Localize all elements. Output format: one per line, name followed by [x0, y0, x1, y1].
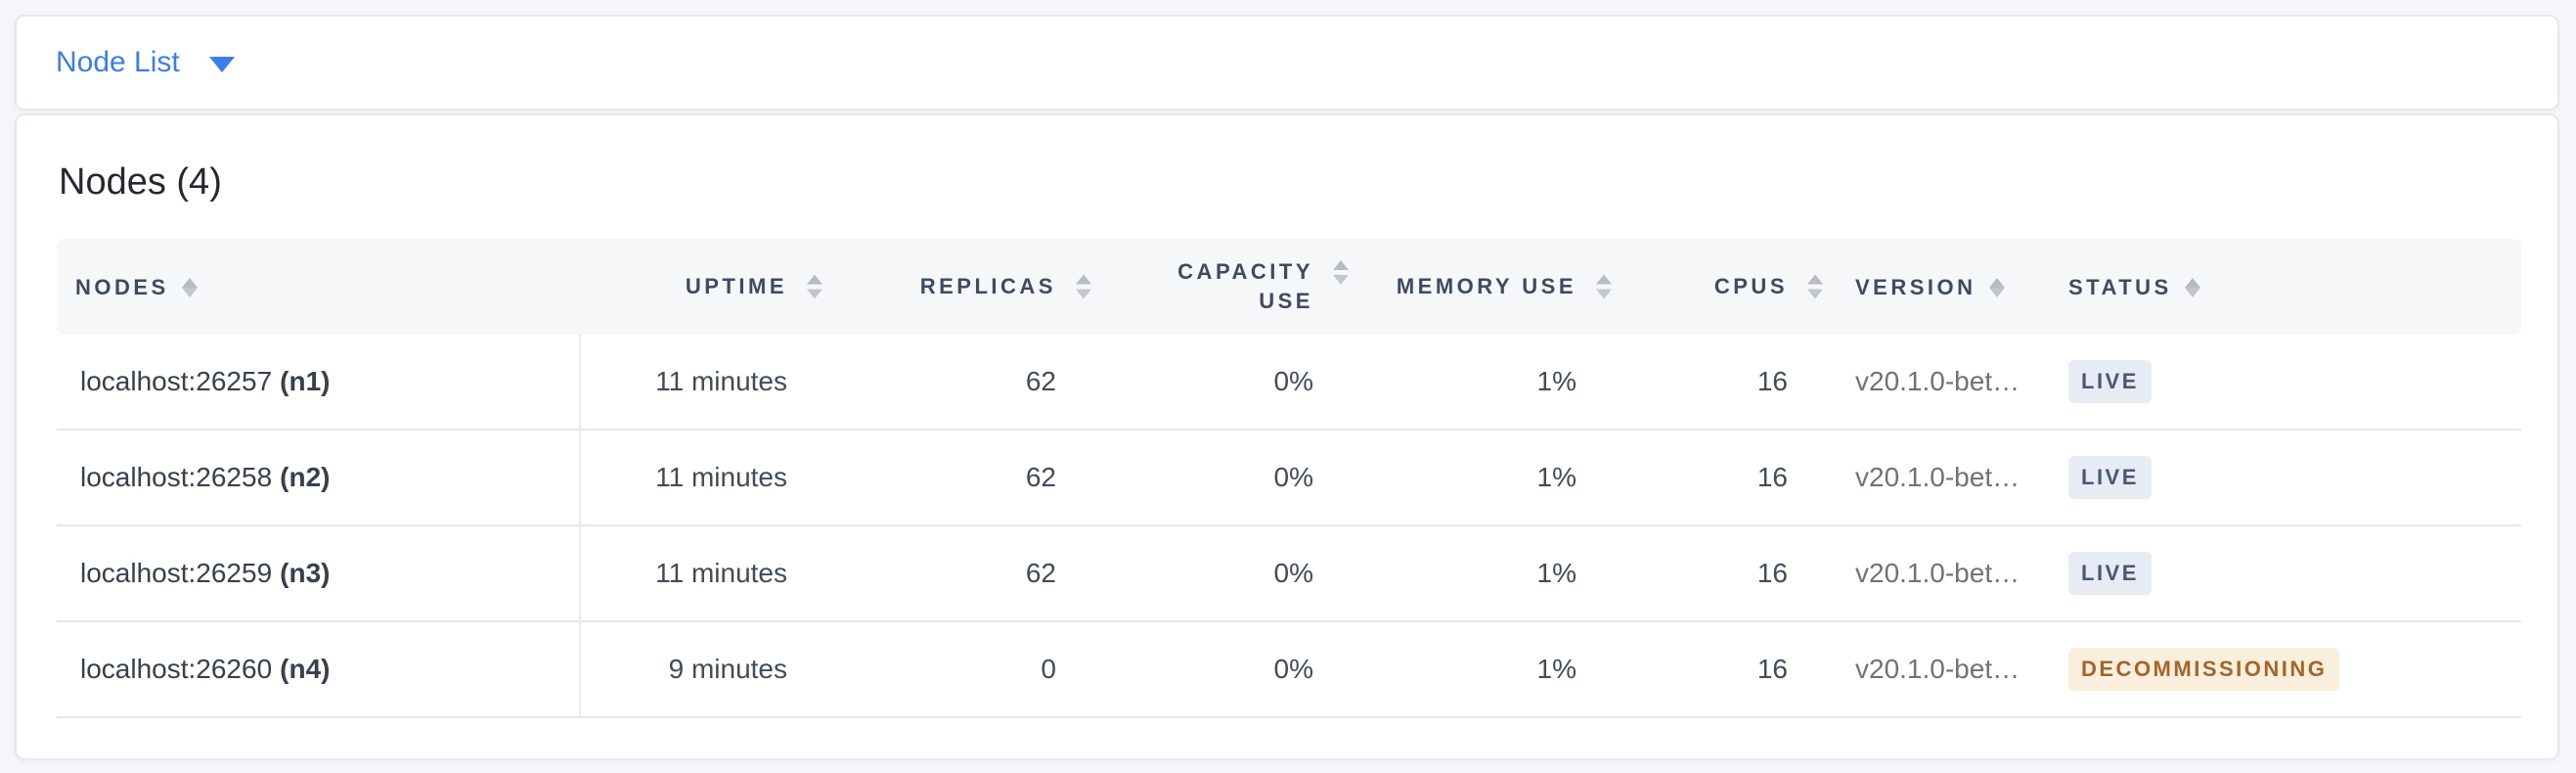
- table-row[interactable]: localhost:26260 (n4) 9 minutes 0 0% 1% 16…: [57, 622, 2521, 718]
- column-header-replicas[interactable]: REPLICAS: [850, 239, 1119, 335]
- uptime-cell: 9 minutes: [581, 622, 850, 718]
- version-cell: v20.1.0-bet…: [1850, 526, 2057, 622]
- cpus-cell: 16: [1639, 335, 1850, 431]
- table-body: localhost:26257 (n1) 11 minutes 62 0% 1% …: [57, 335, 2521, 718]
- status-cell: DECOMMISSIONING: [2057, 622, 2521, 718]
- sort-icon: [1076, 274, 1091, 299]
- capacity-use-cell: 0%: [1119, 622, 1376, 718]
- column-header-capacity-use[interactable]: CAPACITY USE: [1119, 239, 1376, 335]
- column-header-version[interactable]: VERSION: [1850, 239, 2057, 335]
- cpus-cell: 16: [1639, 431, 1850, 526]
- replicas-cell: 62: [850, 526, 1119, 622]
- uptime-cell: 11 minutes: [581, 335, 850, 431]
- memory-use-cell: 1%: [1376, 335, 1639, 431]
- memory-use-cell: 1%: [1376, 622, 1639, 718]
- version-cell: v20.1.0-bet…: [1850, 431, 2057, 526]
- caret-down-icon: [208, 57, 235, 72]
- sort-icon: [181, 277, 198, 297]
- column-header-cpus[interactable]: CPUS: [1639, 239, 1850, 335]
- nodes-panel: Nodes (4) NODES UPTIME REPLICAS CAPACITY…: [15, 114, 2559, 760]
- replicas-cell: 62: [850, 431, 1119, 526]
- uptime-cell: 11 minutes: [581, 526, 850, 622]
- memory-use-cell: 1%: [1376, 431, 1639, 526]
- status-badge: LIVE: [2068, 456, 2152, 499]
- capacity-use-cell: 0%: [1119, 431, 1376, 526]
- column-header-uptime[interactable]: UPTIME: [581, 239, 850, 335]
- table-row[interactable]: localhost:26259 (n3) 11 minutes 62 0% 1% …: [57, 526, 2521, 622]
- version-cell: v20.1.0-bet…: [1850, 622, 2057, 718]
- sort-icon: [2184, 277, 2200, 297]
- capacity-use-cell: 0%: [1119, 526, 1376, 622]
- sort-icon: [1988, 277, 2005, 297]
- node-address: localhost:26258: [80, 462, 273, 492]
- replicas-cell: 0: [850, 622, 1119, 718]
- node-address: localhost:26259: [80, 558, 273, 588]
- node-cell: localhost:26259 (n3): [57, 526, 581, 622]
- status-cell: LIVE: [2057, 431, 2521, 526]
- nodes-count-heading: Nodes (4): [59, 161, 222, 203]
- table-row[interactable]: localhost:26258 (n2) 11 minutes 62 0% 1% …: [57, 431, 2521, 526]
- memory-use-cell: 1%: [1376, 526, 1639, 622]
- uptime-cell: 11 minutes: [581, 431, 850, 526]
- sort-icon: [807, 274, 822, 299]
- node-cell: localhost:26258 (n2): [57, 431, 581, 526]
- node-id: (n2): [280, 462, 331, 492]
- status-badge: LIVE: [2068, 552, 2152, 595]
- node-list-dropdown-label: Node List: [56, 46, 180, 78]
- table-header: NODES UPTIME REPLICAS CAPACITY USE MEMOR…: [57, 239, 2521, 335]
- node-cell: localhost:26257 (n1): [57, 335, 581, 431]
- capacity-use-cell: 0%: [1119, 335, 1376, 431]
- table-row[interactable]: localhost:26257 (n1) 11 minutes 62 0% 1% …: [57, 335, 2521, 431]
- node-id: (n3): [280, 558, 331, 588]
- column-header-status[interactable]: STATUS: [2057, 239, 2521, 335]
- sort-icon: [1807, 274, 1823, 299]
- replicas-cell: 62: [850, 335, 1119, 431]
- cpus-cell: 16: [1639, 526, 1850, 622]
- status-cell: LIVE: [2057, 335, 2521, 431]
- column-header-memory-use[interactable]: MEMORY USE: [1376, 239, 1639, 335]
- node-address: localhost:26260: [80, 654, 273, 684]
- node-list-dropdown[interactable]: Node List: [15, 15, 2559, 111]
- sort-icon: [1596, 274, 1612, 299]
- column-header-nodes[interactable]: NODES: [57, 239, 581, 335]
- status-badge: LIVE: [2068, 360, 2152, 403]
- node-address: localhost:26257: [80, 366, 273, 396]
- node-cell: localhost:26260 (n4): [57, 622, 581, 718]
- status-cell: LIVE: [2057, 526, 2521, 622]
- node-id: (n4): [280, 654, 331, 684]
- nodes-table: NODES UPTIME REPLICAS CAPACITY USE MEMOR…: [57, 239, 2521, 718]
- version-cell: v20.1.0-bet…: [1850, 335, 2057, 431]
- node-id: (n1): [280, 366, 331, 396]
- status-badge: DECOMMISSIONING: [2068, 648, 2340, 691]
- sort-icon: [1333, 260, 1349, 285]
- cpus-cell: 16: [1639, 622, 1850, 718]
